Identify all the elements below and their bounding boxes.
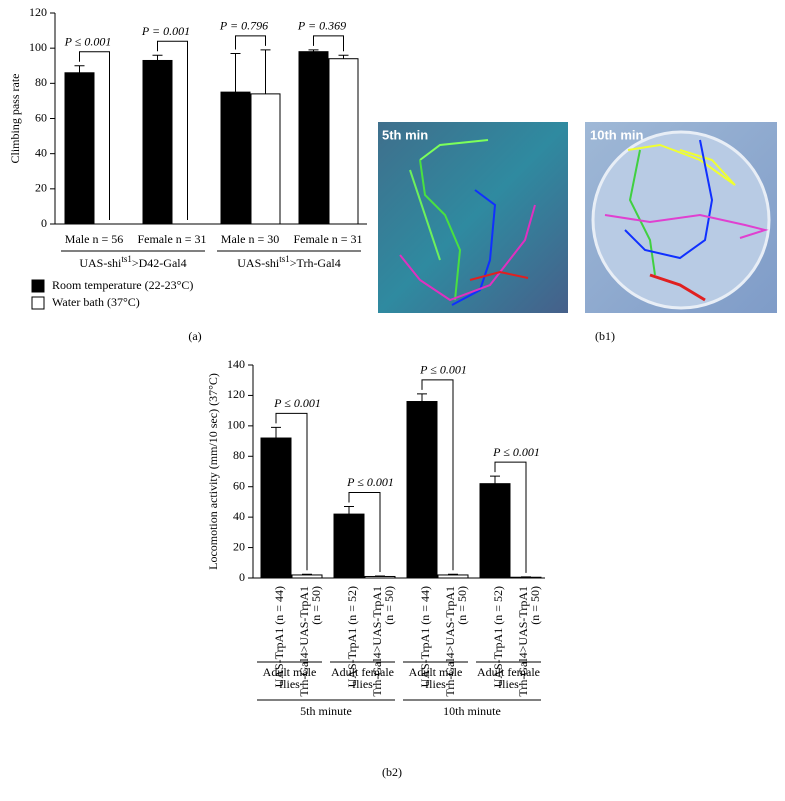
p-value: P = 0.001: [141, 24, 190, 38]
error-bar: [231, 53, 241, 92]
bar: [65, 73, 94, 224]
legend-swatch: [32, 297, 44, 309]
legend-label: Water bath (37°C): [52, 295, 140, 309]
bar: [299, 52, 328, 224]
bar: [438, 575, 468, 578]
x-tick-label: (n = 50): [309, 586, 323, 625]
y-tick-label: 140: [227, 357, 245, 371]
bar: [334, 514, 364, 578]
y-axis-label: Locomotion activity (mm/10 sec) (37°C): [206, 373, 220, 570]
photo-panel: 5th min 10th min: [378, 122, 777, 313]
group-label: flies: [352, 677, 373, 691]
y-tick-label: 80: [35, 75, 47, 89]
group-label: UAS-shits1>D42-Gal4: [79, 254, 186, 270]
group-label-part: ts1: [121, 254, 132, 264]
x-tick-label: (n = 50): [528, 586, 542, 625]
error-bar: [339, 55, 349, 59]
p-value: P ≤ 0.001: [273, 396, 321, 410]
bar: [292, 575, 322, 578]
y-tick-label: 60: [35, 110, 47, 124]
y-tick-label: 0: [239, 570, 245, 584]
y-tick-label: 120: [227, 387, 245, 401]
error-bar: [75, 66, 85, 73]
bar: [480, 484, 510, 578]
error-bar: [490, 476, 500, 484]
p-value: P ≤ 0.001: [64, 35, 112, 49]
error-bar: [261, 50, 271, 94]
y-tick-label: 100: [227, 418, 245, 432]
bar: [407, 402, 437, 578]
p-value: P ≤ 0.001: [346, 475, 394, 489]
group-label-part: ts1: [279, 254, 290, 264]
error-bar: [153, 55, 163, 60]
bar: [261, 438, 291, 578]
panel-label: (b1): [595, 329, 615, 343]
legend-swatch: [32, 280, 44, 292]
group-label-part: >Trh-Gal4: [290, 256, 341, 270]
error-bar: [344, 506, 354, 514]
y-tick-label: 20: [35, 181, 47, 195]
group-label: flies: [425, 677, 446, 691]
group-label-part: UAS-shi: [237, 256, 280, 270]
panel-label: (b2): [382, 765, 402, 779]
supergroup-label: 10th minute: [443, 704, 501, 718]
bar: [251, 94, 280, 224]
p-value: P = 0.796: [219, 19, 268, 33]
y-tick-label: 20: [233, 539, 245, 553]
y-axis-label: Climbing pass rate: [8, 74, 22, 164]
bar: [365, 576, 395, 578]
x-tick-label: Female n = 31: [293, 232, 362, 246]
photo-label: 10th min: [590, 127, 644, 142]
y-tick-label: 120: [29, 5, 47, 19]
legend-label: Room temperature (22-23°C): [52, 278, 193, 292]
p-value: P ≤ 0.001: [419, 363, 467, 377]
p-value: P = 0.369: [297, 19, 346, 33]
group-label: UAS-shits1>Trh-Gal4: [237, 254, 341, 270]
bar: [143, 60, 172, 224]
error-bar: [417, 394, 427, 402]
group-label: flies: [279, 677, 300, 691]
y-tick-label: 0: [41, 216, 47, 230]
group-label: flies: [498, 677, 519, 691]
y-tick-label: 40: [233, 509, 245, 523]
x-tick-label: Male n = 56: [65, 232, 123, 246]
p-value: P ≤ 0.001: [492, 445, 540, 459]
significance-bracket: [236, 36, 266, 50]
bar: [221, 92, 250, 224]
y-tick-label: 80: [233, 448, 245, 462]
x-tick-label: Female n = 31: [137, 232, 206, 246]
group-label-part: >D42-Gal4: [132, 256, 187, 270]
y-tick-label: 60: [233, 478, 245, 492]
x-tick-label: (n = 50): [382, 586, 396, 625]
photo: [378, 122, 568, 313]
y-tick-label: 100: [29, 40, 47, 54]
group-label-part: UAS-shi: [79, 256, 122, 270]
significance-bracket: [314, 36, 344, 51]
bar: [329, 59, 358, 224]
petri-dish: [593, 132, 769, 308]
photo-label: 5th min: [382, 127, 428, 142]
x-tick-label: Male n = 30: [221, 232, 279, 246]
y-tick-label: 40: [35, 145, 47, 159]
supergroup-label: 5th minute: [300, 704, 352, 718]
x-tick-label: (n = 50): [455, 586, 469, 625]
panel-label: (a): [188, 329, 201, 343]
error-bar: [271, 427, 281, 438]
